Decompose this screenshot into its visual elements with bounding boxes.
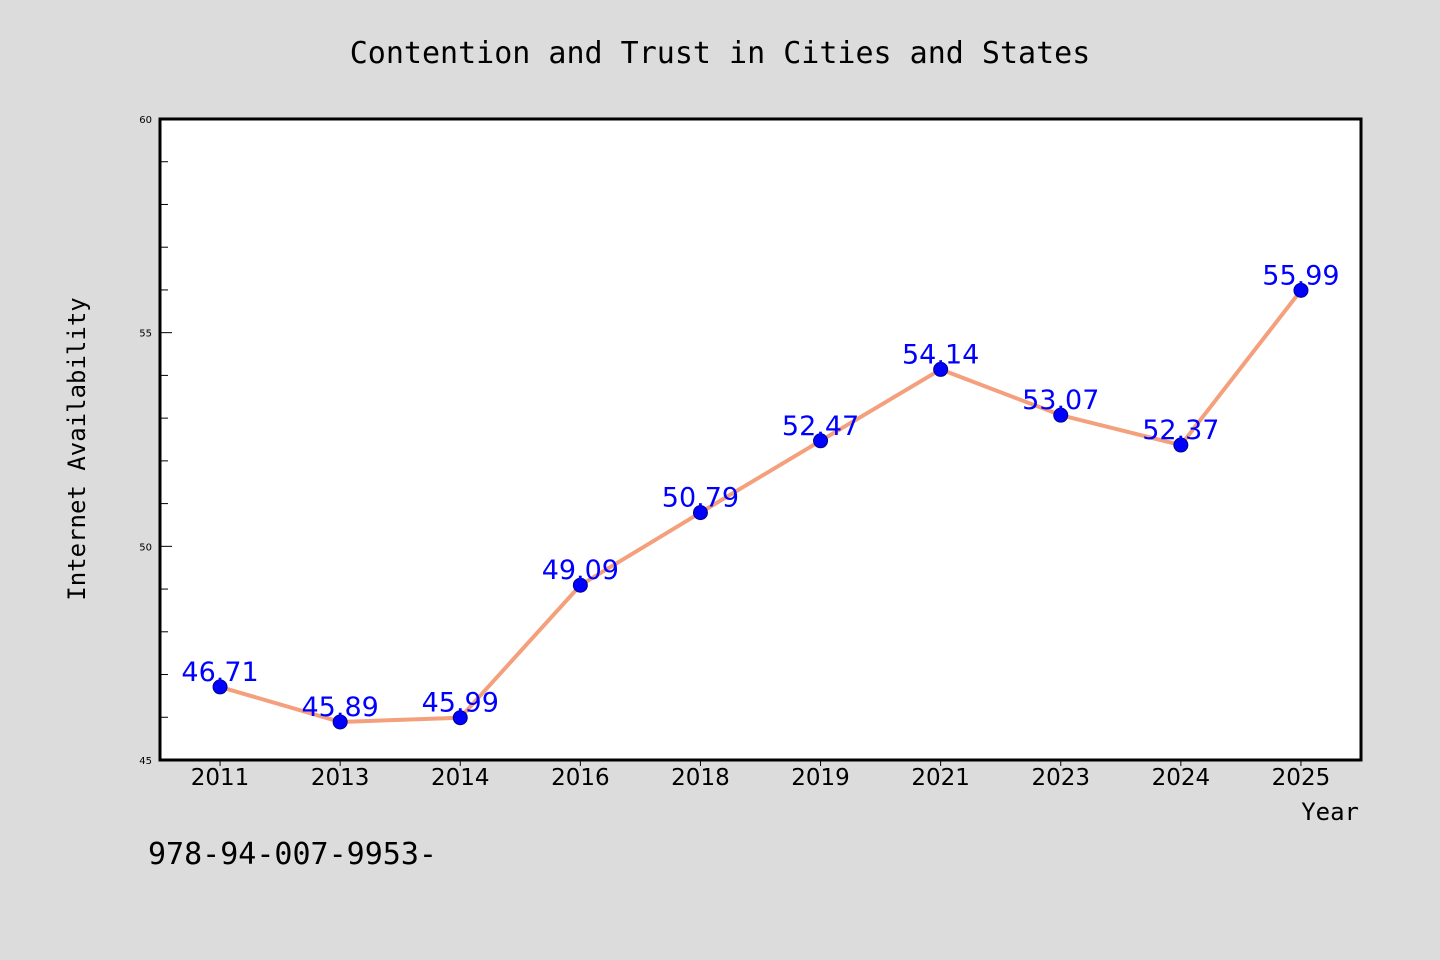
chart-title: Contention and Trust in Cities and State… [350,36,1091,71]
data-label: 49.09 [542,555,619,586]
x-tick-label: 2025 [1272,765,1331,791]
y-axis: 45 50 55 60 [139,115,172,767]
x-tick-label: 2013 [311,765,370,791]
y-axis-label: Internet Availability [63,297,91,600]
x-tick-label: 2024 [1152,765,1211,791]
x-tick-label: 2014 [431,765,490,791]
data-label: 54.14 [902,339,979,370]
data-point [1173,437,1189,453]
data-point [572,577,588,593]
y-tick-label: 60 [139,115,152,126]
x-tick-label: 2018 [671,765,730,791]
data-label: 52.47 [782,411,859,442]
y-tick-label: 50 [139,542,152,553]
series-line [218,288,1303,724]
data-point [332,714,348,730]
data-label: 52.37 [1142,415,1219,446]
x-tick-label: 2021 [911,765,970,791]
x-tick-label: 2016 [551,765,610,791]
data-point [933,361,949,377]
footnote-text: 978-94-007-9953- [148,837,437,872]
x-axis-label: Year [1301,798,1359,826]
x-tick-label: 2011 [191,765,250,791]
series-layer: 46.71 45.89 45.99 49.09 50.79 52.47 54.14 53.07… [181,260,1340,730]
data-label: 50.79 [662,483,739,514]
x-tick-label: 2019 [791,765,850,791]
data-point [692,505,708,521]
data-point [813,433,829,449]
data-label: 46.71 [181,657,258,688]
data-label: 55.99 [1262,260,1339,291]
data-label: 45.99 [422,688,499,719]
y-tick-label: 55 [139,329,152,340]
x-axis: 2011 2013 2014 2016 2018 2019 2021 2023 2024 2025 [191,760,1330,791]
data-label: 45.89 [302,692,379,723]
data-label: 53.07 [1022,385,1099,416]
data-point [452,710,468,726]
y-tick-label: 45 [139,756,152,767]
data-point [212,679,228,695]
data-point [1053,407,1069,423]
x-tick-label: 2023 [1031,765,1090,791]
data-point [1293,282,1309,298]
